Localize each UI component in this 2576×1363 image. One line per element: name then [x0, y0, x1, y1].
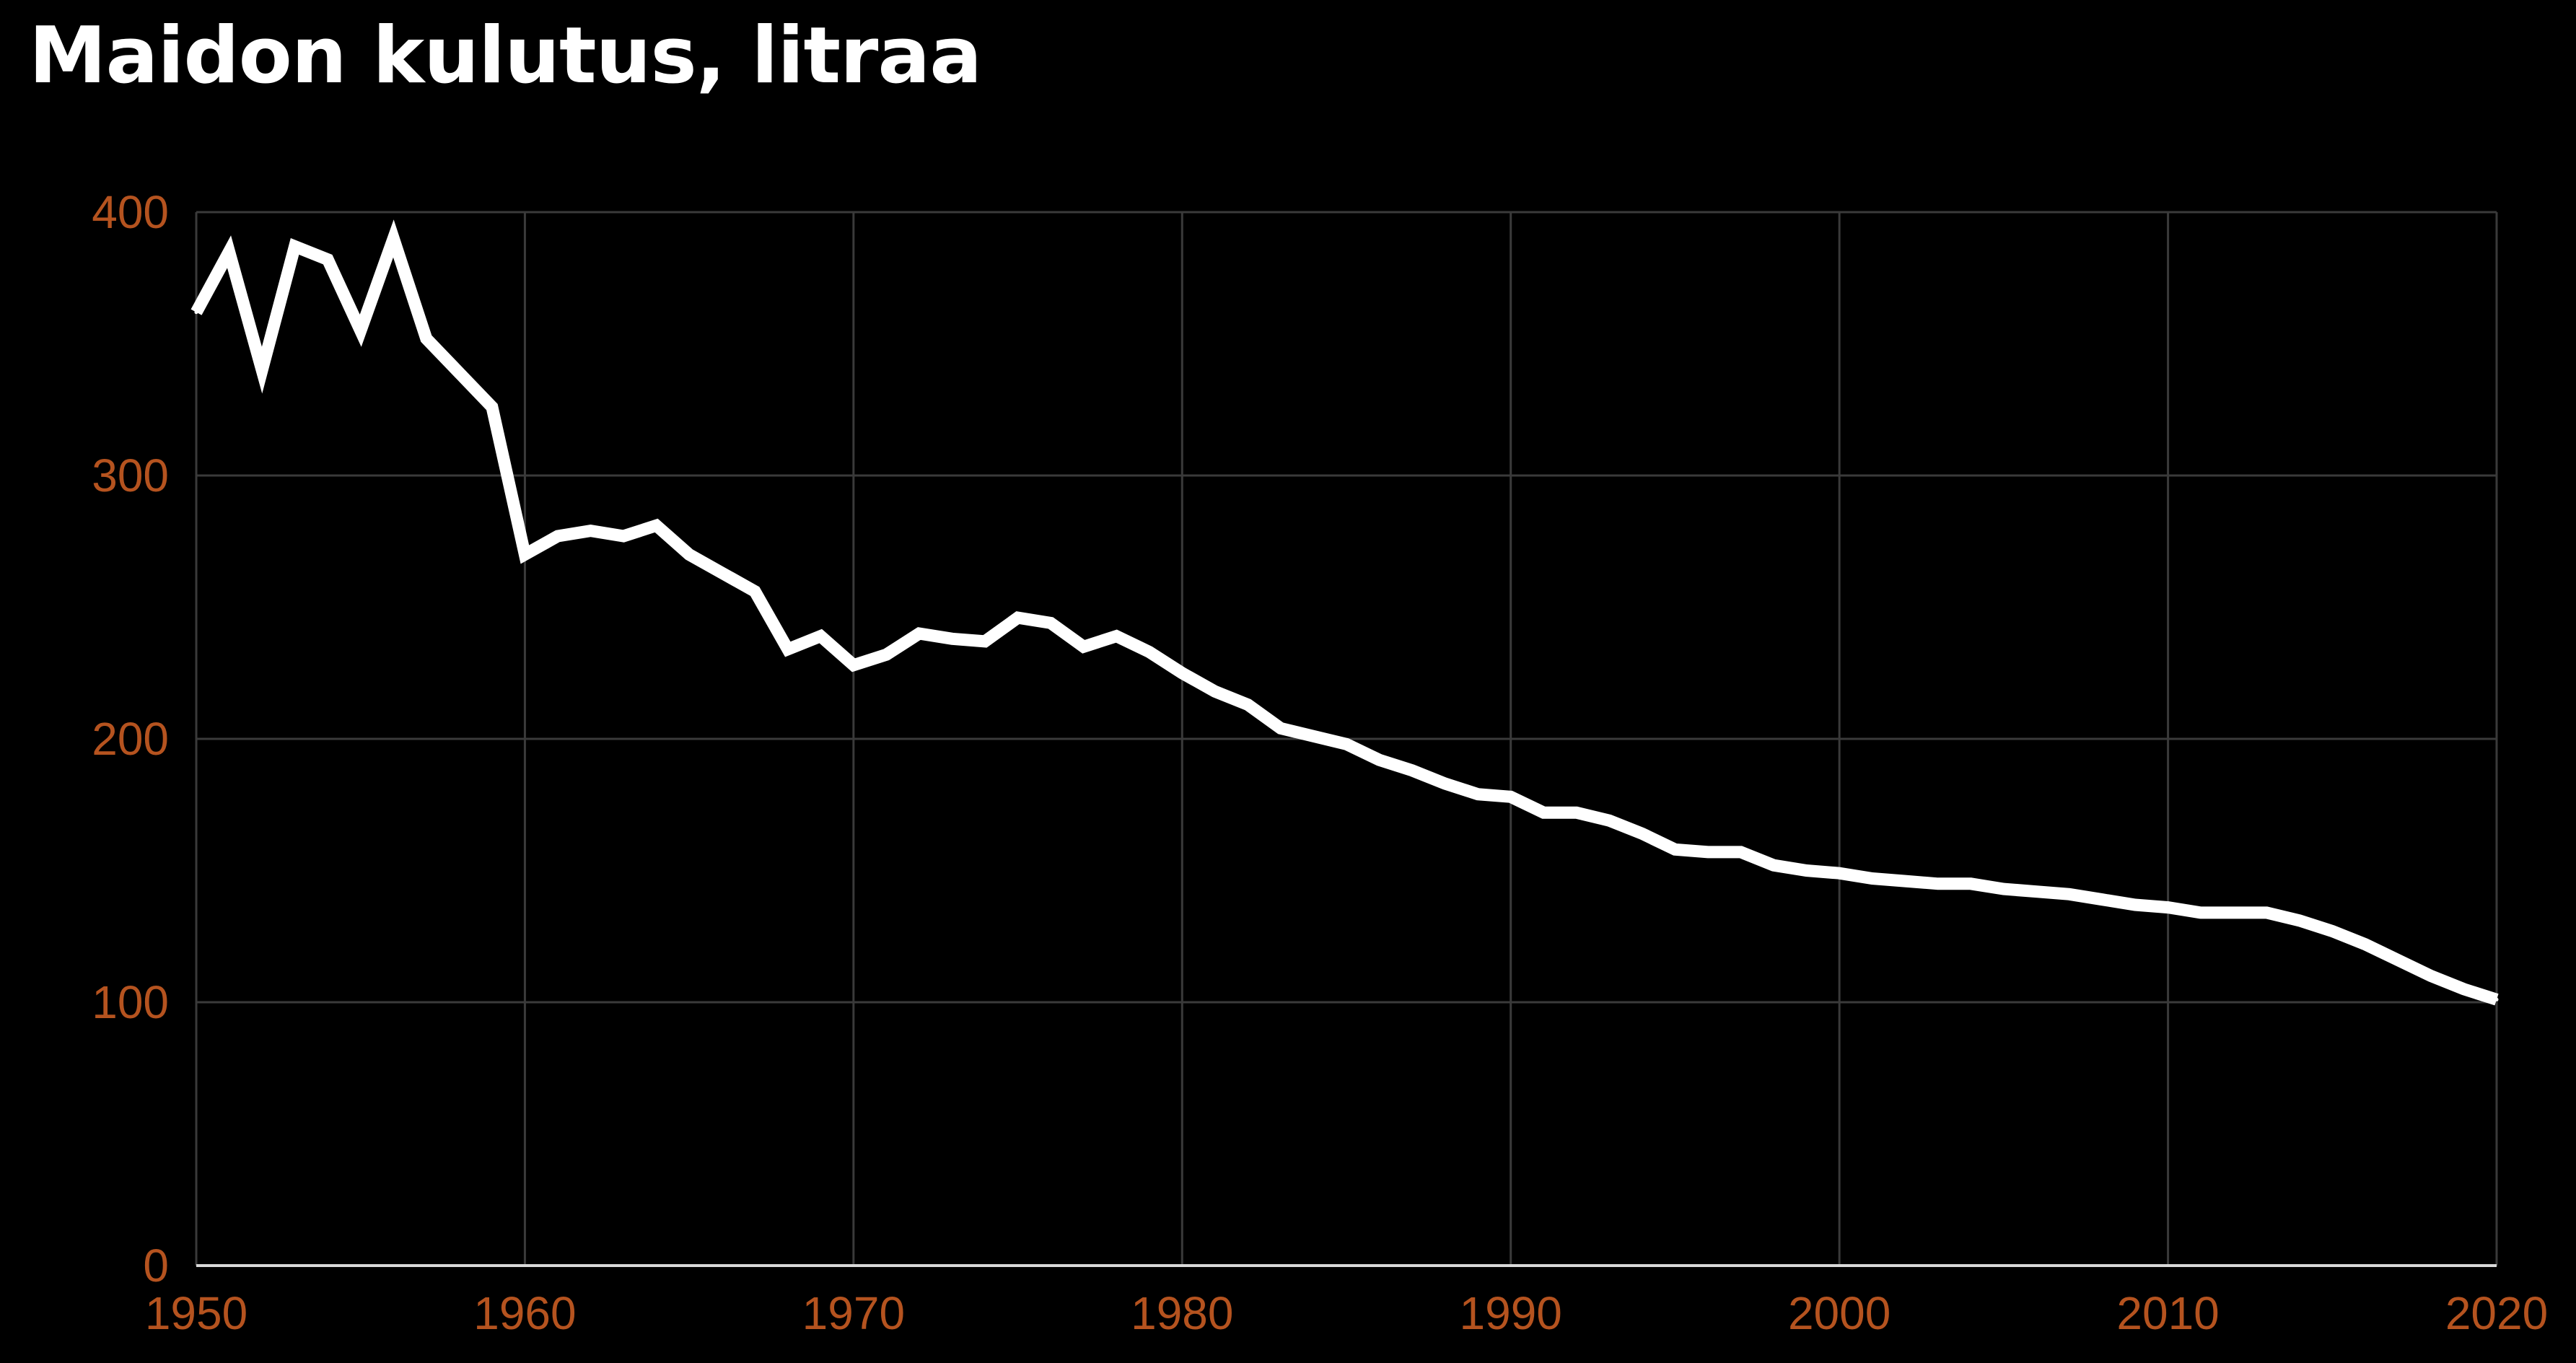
data-point — [2363, 942, 2367, 947]
data-point — [1114, 634, 1118, 639]
data-point — [260, 368, 264, 372]
data-point — [2462, 987, 2466, 991]
data-point — [2002, 887, 2006, 891]
data-point — [1706, 850, 1710, 854]
data-point — [2133, 903, 2137, 907]
x-tick-label: 2000 — [1788, 1287, 1891, 1339]
data-point — [1279, 726, 1283, 730]
data-point — [1673, 847, 1677, 851]
data-point — [325, 258, 330, 262]
y-tick-label: 300 — [92, 450, 169, 501]
y-tick-label: 0 — [143, 1240, 169, 1292]
data-point — [1509, 794, 1513, 799]
data-point — [950, 636, 954, 641]
x-tick-label: 1970 — [802, 1287, 905, 1339]
chart-title: Maidon kulutus, litraa — [29, 11, 982, 101]
data-point — [851, 663, 856, 667]
series-layer — [190, 219, 2499, 1006]
data-point — [424, 336, 429, 341]
data-point — [818, 634, 823, 639]
data-point — [293, 245, 297, 248]
x-tick-label: 2010 — [2116, 1287, 2219, 1339]
data-point — [391, 237, 395, 240]
series-points — [194, 237, 2499, 1002]
data-point — [983, 639, 987, 644]
data-point — [753, 590, 757, 594]
data-point — [687, 553, 691, 556]
data-point — [589, 529, 592, 533]
x-tick-label: 1950 — [145, 1287, 247, 1339]
data-point — [556, 534, 560, 538]
data-point — [2034, 890, 2038, 894]
data-point — [2166, 906, 2170, 910]
x-tick-label: 1990 — [1460, 1287, 1562, 1339]
data-point — [227, 250, 231, 254]
data-point — [1739, 850, 1743, 854]
data-point — [1443, 781, 1447, 786]
tick-labels: 0 100 200 300 400 1950 1960 1970 1980 1990 2000 201… — [92, 186, 2548, 1339]
data-point — [2067, 892, 2072, 896]
data-point — [194, 310, 198, 315]
data-point — [1410, 768, 1414, 773]
data-point — [2297, 919, 2302, 923]
data-point — [1837, 871, 1841, 875]
data-point — [1771, 863, 1776, 867]
data-point — [1805, 869, 1809, 872]
data-point — [1936, 882, 1940, 886]
data-point — [1344, 742, 1349, 746]
y-tick-label: 400 — [92, 186, 169, 238]
data-point — [2429, 974, 2433, 978]
data-point — [1607, 818, 1611, 823]
data-point — [1968, 882, 1973, 886]
data-point — [1903, 879, 1907, 883]
data-point — [1377, 758, 1381, 762]
data-point — [2396, 958, 2400, 963]
data-point — [621, 534, 626, 538]
data-point — [1870, 877, 1875, 880]
data-point — [359, 328, 363, 333]
data-point — [2232, 911, 2236, 915]
data-point — [2264, 911, 2269, 915]
data-point — [490, 405, 494, 409]
data-point — [1082, 644, 1086, 649]
data-point — [2199, 911, 2203, 915]
data-point — [2100, 898, 2104, 902]
data-point — [1541, 810, 1546, 815]
data-point — [1640, 831, 1644, 836]
data-point — [720, 571, 724, 575]
data-point — [884, 652, 888, 657]
data-point — [1574, 810, 1579, 815]
data-point — [1476, 792, 1480, 797]
x-tick-label: 1980 — [1131, 1287, 1233, 1339]
y-tick-label: 100 — [92, 976, 169, 1028]
data-point — [1180, 671, 1184, 675]
data-point — [2494, 997, 2499, 1002]
x-tick-label: 1960 — [473, 1287, 576, 1339]
series-line — [190, 219, 2499, 1006]
data-point — [2330, 929, 2334, 933]
data-point — [1213, 689, 1217, 693]
data-point — [917, 631, 921, 636]
data-point — [1048, 621, 1053, 625]
data-point — [1245, 703, 1250, 707]
data-point — [654, 523, 659, 527]
data-point — [522, 553, 527, 556]
data-point — [1147, 650, 1152, 654]
data-point — [1016, 615, 1020, 620]
x-tick-label: 2020 — [2445, 1287, 2548, 1339]
y-tick-label: 200 — [92, 713, 169, 765]
data-point — [457, 371, 461, 375]
data-point — [786, 647, 790, 652]
data-point — [1312, 734, 1315, 738]
